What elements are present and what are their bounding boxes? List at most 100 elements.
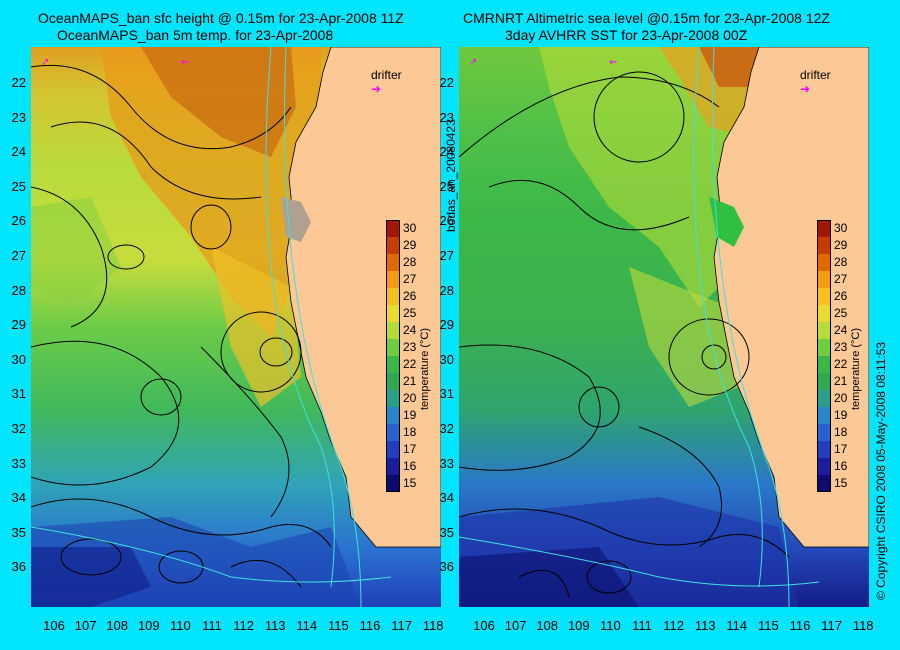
lon-label: 109	[137, 618, 160, 633]
right-map-svg: ↗ ⇜	[459, 47, 869, 607]
right-title-line2: 3day AVHRR SST for 23-Apr-2008 00Z	[505, 27, 748, 43]
lat-label: 30	[439, 351, 454, 367]
lon-label: 115	[758, 618, 779, 633]
lat-label: 26	[11, 213, 26, 229]
colorbar-swatch	[817, 458, 831, 475]
lat-label: 34	[439, 490, 454, 506]
lat-label: 33	[11, 455, 26, 471]
colorbar-swatch	[386, 254, 400, 271]
colorbar-tick-label: 21	[403, 374, 417, 388]
drifter-track-left: ↗	[41, 57, 49, 68]
left-title-line2: OceanMAPS_ban 5m temp. for 23-Apr-2008	[57, 27, 334, 43]
colorbar-swatch	[817, 322, 831, 339]
lat-label: 35	[11, 524, 26, 540]
colorbar-title-left: temperature (°C)	[419, 327, 431, 410]
lon-label: 116	[789, 618, 811, 633]
colorbar-swatch	[817, 356, 831, 373]
colorbar-swatch	[386, 458, 400, 475]
lon-label: 107	[504, 618, 527, 633]
lat-label: 29	[439, 317, 454, 333]
lat-label: 35	[439, 524, 454, 540]
colorbar-tick-label: 24	[834, 323, 848, 337]
lon-label: 110	[170, 618, 191, 633]
colorbar-swatch	[386, 305, 400, 322]
colorbar-swatch	[386, 339, 400, 356]
colorbar-tick-label: 18	[403, 425, 417, 439]
lat-label: 32	[11, 421, 26, 436]
drifter-label-right: drifter ➜	[800, 68, 831, 96]
colorbar-swatch	[817, 220, 831, 237]
colorbar-tick-label: 17	[834, 442, 848, 456]
colorbar-tick-label: 25	[834, 306, 848, 320]
lat-label: 25	[11, 178, 26, 194]
colorbar-swatch	[817, 271, 831, 288]
colorbar-tick-label: 18	[834, 425, 848, 439]
lat-label: 36	[11, 559, 26, 575]
colorbar-swatch	[386, 288, 400, 305]
colorbar-swatch	[386, 424, 400, 441]
lon-label: 117	[391, 618, 412, 633]
colorbar-swatch	[386, 407, 400, 424]
lat-label: 25	[439, 178, 454, 194]
colorbar-tick-label: 20	[834, 391, 848, 405]
colorbar-tick-label: 30	[834, 221, 848, 235]
colorbar-tick-label: 23	[834, 340, 848, 354]
lon-label: 108	[106, 618, 129, 633]
colorbar-swatch	[817, 339, 831, 356]
drifter-label-left: drifter ➜	[371, 68, 402, 96]
colorbar-tick-label: 25	[403, 306, 417, 320]
lon-label: 115	[328, 618, 349, 633]
colorbar-tick-label: 15	[403, 476, 417, 490]
colorbar-swatch	[386, 475, 400, 492]
lat-label: 28	[11, 282, 26, 298]
colorbar-tick-label: 22	[834, 357, 848, 371]
colorbar-tick-label: 16	[403, 459, 417, 473]
lon-label: 113	[694, 618, 716, 633]
lon-label: 111	[202, 618, 222, 633]
lat-label: 28	[439, 282, 454, 298]
colorbar-title-right: temperature (°C)	[850, 327, 862, 410]
lat-label: 27	[11, 248, 26, 263]
colorbar-tick-label: 28	[403, 255, 417, 269]
lat-label: 31	[11, 386, 26, 402]
copyright-label: © Copyright CSIRO 2008 05-May-2008 08:11…	[874, 341, 888, 600]
colorbar-swatch	[817, 305, 831, 322]
colorbar-tick-label: 23	[403, 340, 417, 354]
colorbar-swatch	[817, 288, 831, 305]
colorbar-swatch	[386, 356, 400, 373]
colorbar-tick-label: 19	[403, 408, 417, 422]
lat-label: 23	[439, 109, 454, 125]
lat-label: 26	[439, 213, 454, 229]
lat-label: 29	[11, 317, 26, 333]
colorbar-swatch	[817, 475, 831, 492]
svg-text:⇜: ⇜	[609, 57, 617, 68]
colorbar-frame	[817, 220, 831, 492]
colorbar-tick-label: 20	[403, 391, 417, 405]
lon-label: 117	[821, 618, 842, 633]
lat-label: 32	[439, 421, 454, 436]
lon-label: 114	[296, 618, 318, 633]
run-id-label: bodas_an_20080423	[444, 119, 458, 232]
colorbar-swatch	[386, 322, 400, 339]
lon-label: 109	[567, 618, 590, 633]
colorbar-swatch	[817, 254, 831, 271]
colorbar-swatch	[817, 237, 831, 254]
colorbar-tick-label: 27	[403, 272, 417, 286]
colorbar-swatch	[817, 441, 831, 458]
colorbar-tick-label: 27	[834, 272, 848, 286]
colorbar-swatch	[386, 271, 400, 288]
lon-label: 106	[43, 618, 65, 633]
lon-label: 106	[473, 618, 495, 633]
lat-label: 23	[11, 109, 26, 125]
colorbar-swatch	[386, 390, 400, 407]
lon-label: 118	[422, 618, 444, 633]
colorbar-tick-label: 26	[834, 289, 848, 303]
left-title-line1: OceanMAPS_ban sfc height @ 0.15m for 23-…	[38, 10, 404, 26]
lon-label: 118	[852, 618, 874, 633]
lat-label: 22	[439, 75, 454, 90]
lat-label: 24	[11, 144, 26, 160]
lon-label: 108	[536, 618, 559, 633]
lat-label: 34	[11, 490, 26, 506]
colorbar-tick-label: 30	[403, 221, 417, 235]
lat-label: 24	[439, 144, 454, 160]
